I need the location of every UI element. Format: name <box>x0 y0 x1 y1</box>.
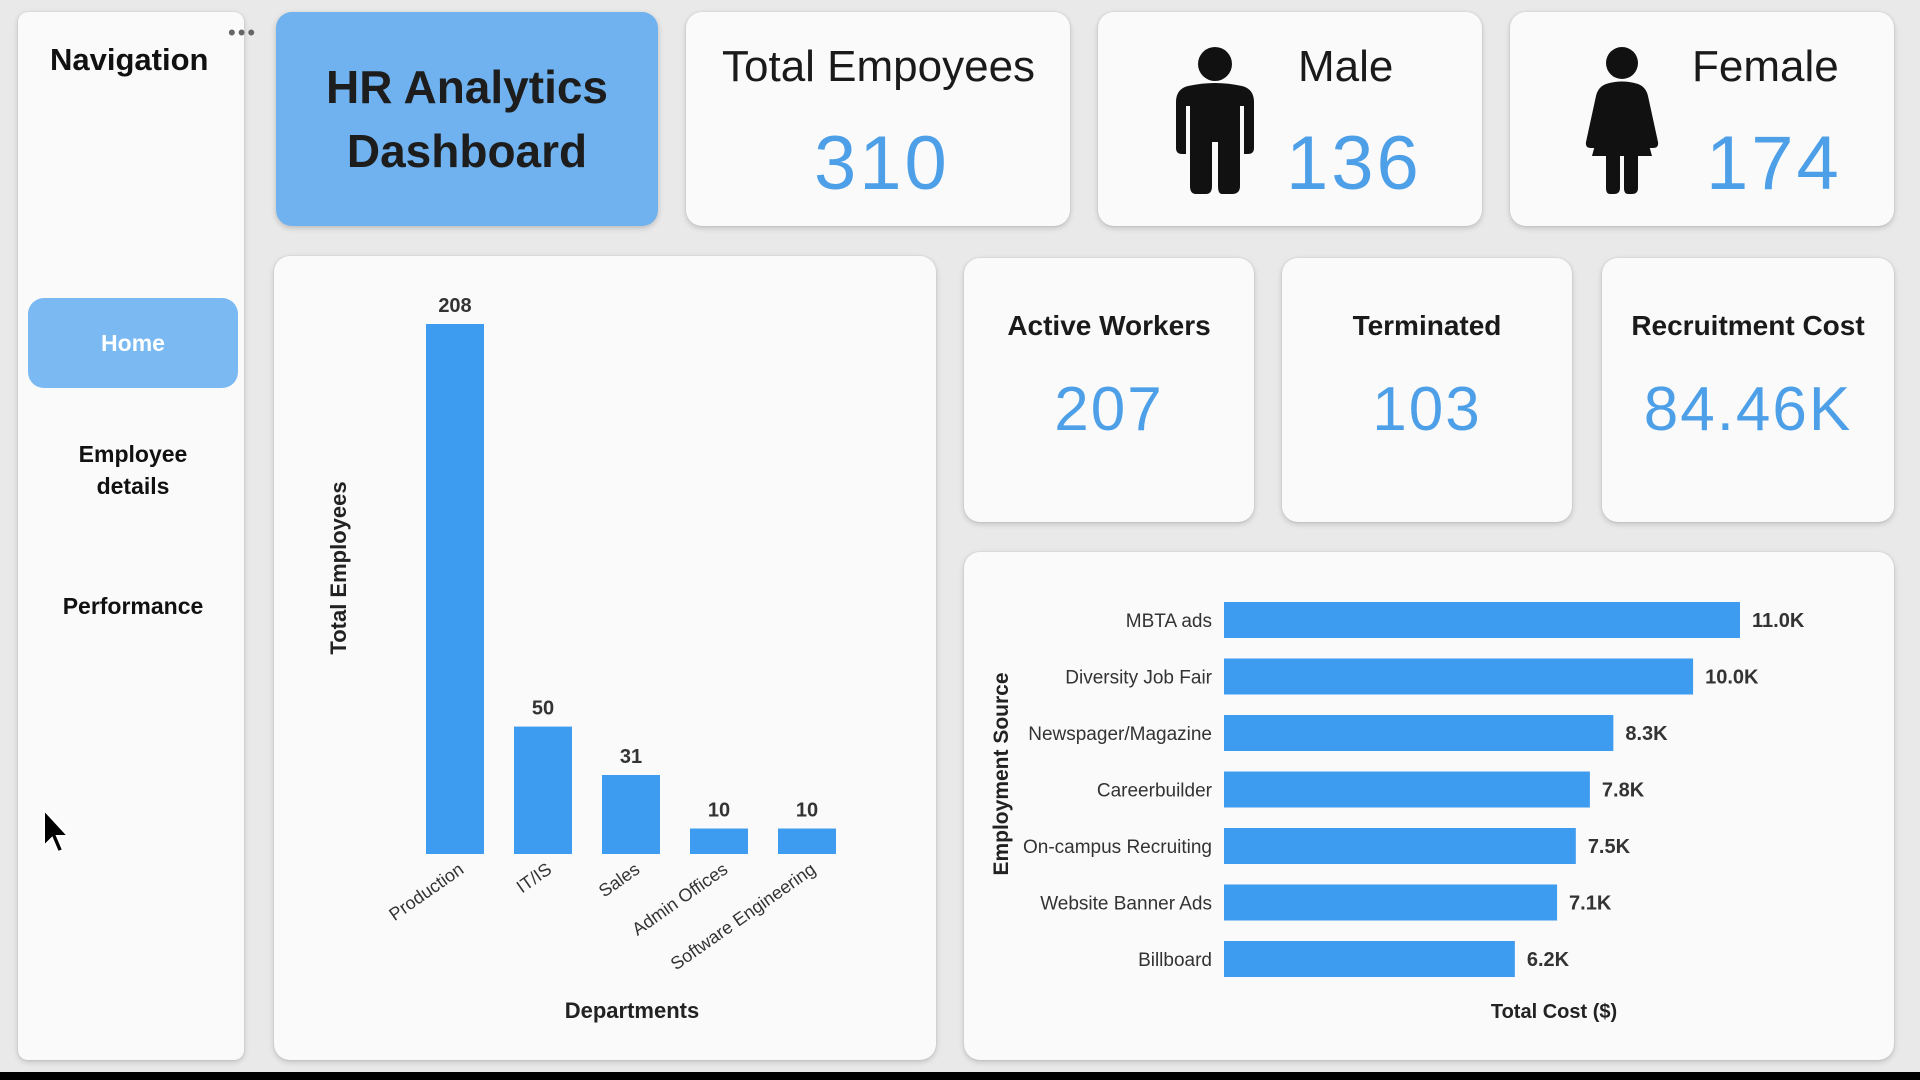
source-bar <box>1224 602 1740 638</box>
source-bar <box>1224 828 1576 864</box>
department-tick-label: Software Engineering <box>667 859 819 974</box>
department-data-label: 31 <box>620 746 642 768</box>
department-data-label: 208 <box>438 295 471 317</box>
source-bar <box>1224 715 1614 751</box>
source-category-label: On-campus Recruiting <box>1023 837 1212 858</box>
mouse-pointer-icon <box>43 808 71 854</box>
female-person-icon <box>1585 47 1659 194</box>
department-x-axis-label: Departments <box>565 998 699 1023</box>
department-data-label: 50 <box>532 698 554 720</box>
source-bar <box>1224 771 1590 808</box>
source-category-label: Diversity Job Fair <box>1065 668 1212 689</box>
source-category-label: Newspager/Magazine <box>1028 724 1212 745</box>
more-options-icon[interactable]: ••• <box>228 20 258 45</box>
department-tick-label: IT/IS <box>513 859 556 897</box>
department-bar <box>602 775 660 854</box>
nav-employee-details-label: Employee details <box>78 441 188 499</box>
source-data-label: 7.8K <box>1602 780 1645 802</box>
source-category-label: Billboard <box>1138 950 1212 971</box>
bottom-frame-border <box>0 1072 1920 1080</box>
source-y-axis-label: Employment Source <box>990 672 1013 875</box>
male-person-icon <box>1176 47 1254 194</box>
source-category-label: MBTA ads <box>1126 611 1212 632</box>
dashboard-title-tile: HR Analytics Dashboard <box>276 12 658 226</box>
navigation-title: Navigation <box>50 42 209 77</box>
source-data-label: 11.0K <box>1752 610 1805 632</box>
department-tick-label: Sales <box>595 859 643 901</box>
terminated-label: Terminated <box>1352 310 1502 341</box>
source-bar <box>1224 941 1515 977</box>
source-bar <box>1224 658 1694 695</box>
source-bar <box>1224 884 1558 921</box>
female-value: 174 <box>1706 121 1842 206</box>
recruitment-cost-card: Recruitment Cost 84.46K <box>1602 258 1894 522</box>
total-employees-label: Total Empoyees <box>722 42 1036 91</box>
source-data-label: 7.5K <box>1588 836 1631 858</box>
total-employees-value: 310 <box>814 121 950 206</box>
nav-home-button[interactable]: Home <box>28 298 238 388</box>
terminated-card: Terminated 103 <box>1282 258 1572 522</box>
department-data-label: 10 <box>708 800 730 822</box>
department-tick-label: Production <box>385 859 467 925</box>
department-bar <box>690 828 748 854</box>
male-label: Male <box>1298 42 1394 91</box>
nav-performance-button[interactable]: Performance <box>28 590 238 622</box>
active-workers-card: Active Workers 207 <box>964 258 1254 522</box>
source-data-label: 8.3K <box>1625 723 1668 745</box>
total-employees-card: Total Empoyees 310 <box>686 12 1070 226</box>
department-bar <box>426 324 484 854</box>
recruitment-source-bar-chart: MBTA ads 11.0K Diversity Job Fair 10.0K News… <box>990 602 1805 1023</box>
source-category-label: Careerbuilder <box>1097 781 1213 802</box>
active-workers-label: Active Workers <box>1007 310 1211 341</box>
source-data-label: 7.1K <box>1569 893 1612 915</box>
nav-performance-label: Performance <box>62 593 204 619</box>
male-card: Male 136 <box>1098 12 1482 226</box>
male-value: 136 <box>1286 121 1422 206</box>
department-bar <box>514 726 572 854</box>
nav-employee-details-button[interactable]: Employee details <box>28 438 238 502</box>
navigation-sidebar: Navigation ••• Home Employee details Per… <box>18 12 255 1060</box>
terminated-value: 103 <box>1372 375 1482 444</box>
department-chart-card: 208 Production 50 IT/IS 31 Sales 10 Admin Offic… <box>274 256 936 1060</box>
source-data-label: 6.2K <box>1527 949 1570 971</box>
source-category-label: Website Banner Ads <box>1040 894 1212 915</box>
department-y-axis-label: Total Employees <box>326 481 351 654</box>
recruitment-cost-label: Recruitment Cost <box>1631 310 1865 341</box>
department-bar <box>778 828 836 854</box>
active-workers-value: 207 <box>1054 375 1164 444</box>
department-data-label: 10 <box>796 800 818 822</box>
dashboard-title: HR Analytics Dashboard <box>325 61 609 177</box>
recruitment-source-chart-card: MBTA ads 11.0K Diversity Job Fair 10.0K News… <box>964 552 1894 1060</box>
female-card: Female 174 <box>1510 12 1894 226</box>
nav-home-label: Home <box>101 330 165 356</box>
female-label: Female <box>1692 42 1839 91</box>
source-data-label: 10.0K <box>1705 667 1759 689</box>
recruitment-cost-value: 84.46K <box>1643 375 1853 444</box>
source-x-axis-label: Total Cost ($) <box>1491 1001 1617 1023</box>
